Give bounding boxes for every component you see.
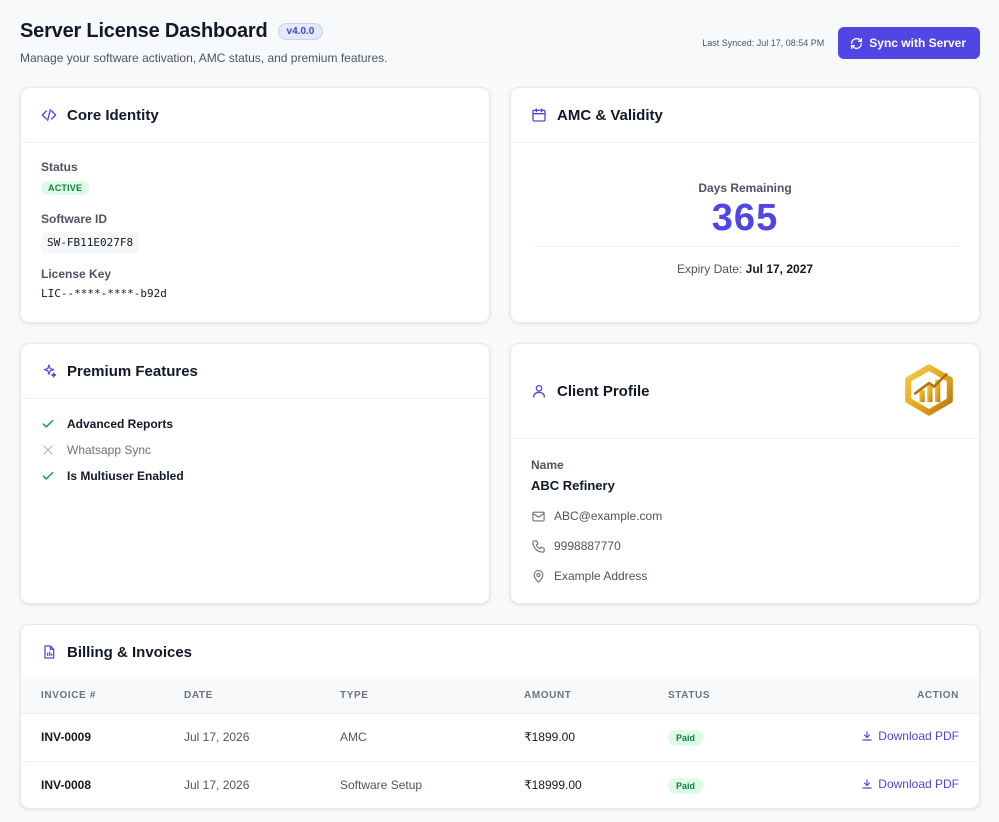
software-id-label: Software ID: [41, 212, 108, 226]
phone-icon: [532, 539, 545, 553]
table-header-row: INVOICE # DATE TYPE AMOUNT STATUS ACTION: [21, 679, 979, 713]
invoice-amount: ₹1899.00: [504, 712, 648, 761]
feature-label: Advanced Reports: [67, 417, 174, 431]
table-row: INV-0009 Jul 17, 2026 AMC ₹1899.00 Paid …: [21, 712, 979, 761]
software-id-value: SW-FB11E027F8: [41, 232, 140, 253]
column-header-date: DATE: [164, 679, 320, 713]
expiry-date-value: Jul 17, 2027: [745, 262, 814, 276]
invoice-date: Jul 17, 2026: [164, 712, 320, 761]
x-icon: [43, 445, 53, 455]
page-subtitle: Manage your software activation, AMC sta…: [20, 51, 388, 65]
table-row: INV-0008 Jul 17, 2026 Software Setup ₹18…: [21, 760, 979, 808]
code-icon: [41, 109, 57, 121]
premium-features-card: Premium Features Advanced Reports Whatsa…: [20, 343, 490, 604]
download-pdf-label: Download PDF: [878, 729, 959, 743]
expiry-date: Expiry Date: Jul 17, 2027: [511, 262, 979, 276]
status-badge: ACTIVE: [41, 181, 90, 195]
refresh-icon: [851, 37, 863, 49]
invoice-action-cell: Download PDF: [798, 760, 979, 808]
billing-invoices-card: Billing & Invoices INVOICE # DATE TYPE A…: [20, 624, 980, 809]
amc-validity-card: AMC & Validity Days Remaining 365 Expiry…: [510, 87, 980, 323]
column-header-invoice: INVOICE #: [21, 679, 164, 713]
invoice-status-cell: Paid: [648, 712, 798, 761]
page-title: Server License Dashboard: [20, 20, 268, 42]
version-badge: v4.0.0: [277, 23, 324, 40]
check-icon: [42, 419, 54, 428]
invoice-status-cell: Paid: [648, 760, 798, 808]
days-remaining-value: 365: [711, 197, 779, 239]
feature-item-advanced-reports: Advanced Reports: [41, 411, 469, 437]
sparkles-icon: [43, 364, 57, 378]
download-pdf-button[interactable]: Download PDF: [861, 777, 959, 791]
status-badge: Paid: [668, 778, 704, 795]
download-pdf-label: Download PDF: [878, 777, 959, 792]
client-address-value: Example Address: [554, 569, 648, 583]
sync-button-label: Sync with Server: [869, 36, 966, 50]
billing-title: Billing & Invoices: [67, 643, 193, 661]
feature-label: Whatsapp Sync: [67, 443, 152, 457]
client-email-value: ABC@example.com: [554, 509, 663, 523]
invoice-file-icon: [44, 645, 55, 659]
column-header-action: ACTION: [798, 679, 979, 713]
page-header: Server License Dashboard v4.0.0 Manage y…: [20, 20, 980, 70]
invoice-number: INV-0009: [21, 712, 164, 761]
column-header-amount: AMOUNT: [504, 679, 648, 713]
sync-with-server-button[interactable]: Sync with Server: [838, 27, 980, 59]
check-icon: [42, 471, 54, 480]
invoice-date: Jul 17, 2026: [164, 760, 320, 808]
amc-validity-title: AMC & Validity: [557, 106, 663, 124]
invoice-type: Software Setup: [320, 760, 504, 808]
client-name: ABC Refinery: [531, 478, 615, 493]
download-icon: [862, 779, 872, 789]
column-header-type: TYPE: [320, 679, 504, 713]
license-key-label: License Key: [41, 267, 112, 281]
premium-features-title: Premium Features: [67, 362, 198, 380]
client-profile-card: Client Profile Name ABC Refinery ABC@exa…: [510, 343, 980, 604]
download-pdf-button[interactable]: Download PDF: [861, 729, 959, 743]
core-identity-card: Core Identity Status ACTIVE Software ID …: [20, 87, 490, 323]
license-key-value: LIC--****-****-b92d: [41, 287, 167, 300]
client-name-label: Name: [531, 458, 564, 472]
feature-label: Is Multiuser Enabled: [67, 469, 184, 483]
mail-icon: [532, 511, 545, 521]
status-label: Status: [41, 160, 78, 174]
expiry-date-label: Expiry Date:: [676, 262, 743, 276]
feature-item-multiuser: Is Multiuser Enabled: [41, 463, 469, 489]
client-phone: 9998887770: [531, 531, 959, 561]
invoice-action-cell: Download PDF: [798, 712, 979, 761]
status-badge: Paid: [668, 730, 704, 746]
invoice-amount: ₹18999.00: [504, 760, 648, 808]
user-icon: [533, 385, 545, 398]
last-synced-text: Last Synced: Jul 17, 08:54 PM: [702, 38, 825, 48]
core-identity-title: Core Identity: [67, 106, 159, 124]
download-icon: [862, 731, 872, 741]
days-remaining-label: Days Remaining: [698, 181, 792, 195]
client-address: Example Address: [531, 561, 959, 591]
calendar-icon: [532, 108, 546, 122]
client-logo: [905, 364, 953, 416]
invoice-number: INV-0008: [21, 760, 164, 808]
client-profile-title: Client Profile: [557, 382, 650, 400]
invoice-type: AMC: [320, 712, 504, 761]
invoices-table: INVOICE # DATE TYPE AMOUNT STATUS ACTION…: [21, 679, 979, 808]
feature-item-whatsapp-sync: Whatsapp Sync: [41, 437, 469, 463]
column-header-status: STATUS: [648, 679, 798, 713]
client-phone-value: 9998887770: [554, 539, 621, 553]
client-email: ABC@example.com: [531, 501, 959, 531]
map-pin-icon: [533, 569, 544, 583]
